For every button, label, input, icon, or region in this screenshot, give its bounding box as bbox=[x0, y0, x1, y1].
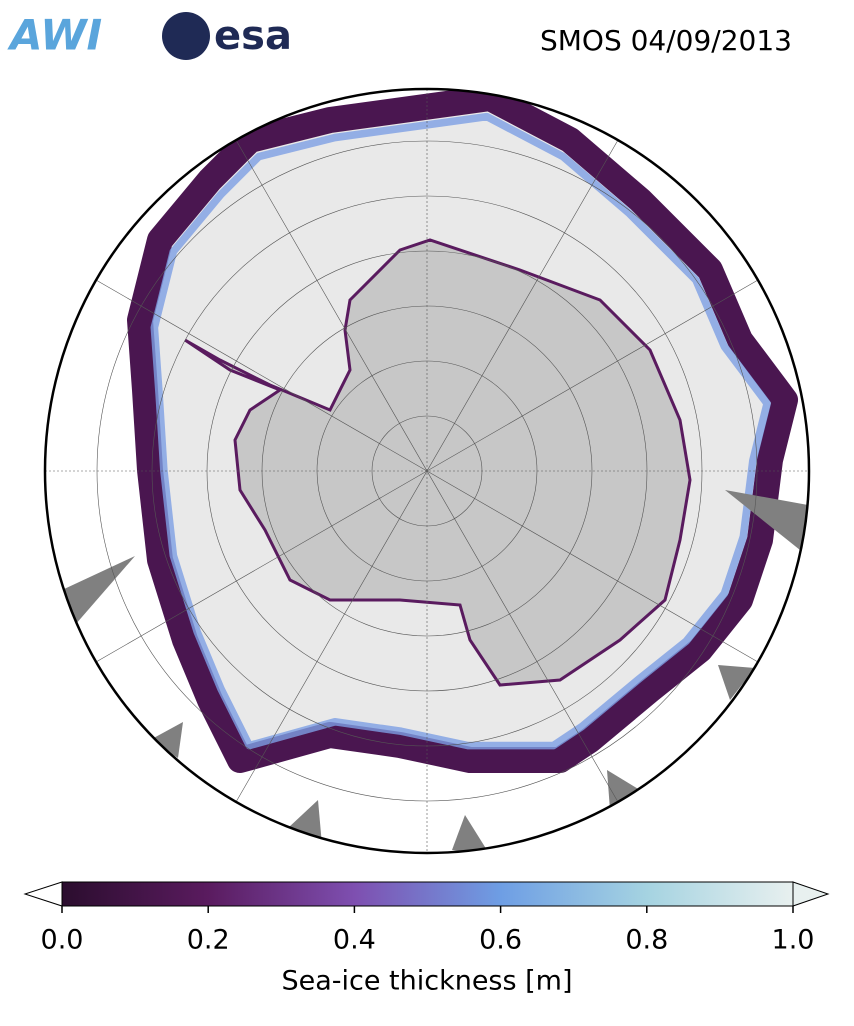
ice-edge bbox=[150, 112, 771, 750]
colorbar-ramp bbox=[61, 881, 794, 907]
antarctica bbox=[184, 238, 692, 687]
graticule bbox=[45, 89, 809, 853]
map-border bbox=[43, 87, 811, 855]
esa-logo: esa bbox=[214, 13, 292, 59]
colorbar bbox=[23, 881, 830, 913]
colorbar-tick-label: 0.2 bbox=[187, 925, 230, 956]
colorbar-tick-label: 0.4 bbox=[333, 925, 376, 956]
esa-emblem bbox=[162, 12, 210, 60]
colorbar-over bbox=[792, 881, 830, 907]
colorbar-label: Sea-ice thickness [m] bbox=[281, 966, 572, 997]
colorbar-tick-label: 0.8 bbox=[625, 925, 668, 956]
colorbar-tick-label: 0.6 bbox=[479, 925, 522, 956]
map bbox=[45, 89, 809, 853]
title: SMOS 04/09/2013 bbox=[540, 24, 792, 57]
colorbar-under bbox=[23, 881, 63, 907]
colorbar-tick-label: 1.0 bbox=[772, 925, 815, 956]
data-gaps bbox=[62, 490, 808, 853]
colorbar-tick-label: 0.0 bbox=[41, 925, 84, 956]
awi-logo: AWI bbox=[7, 11, 102, 60]
